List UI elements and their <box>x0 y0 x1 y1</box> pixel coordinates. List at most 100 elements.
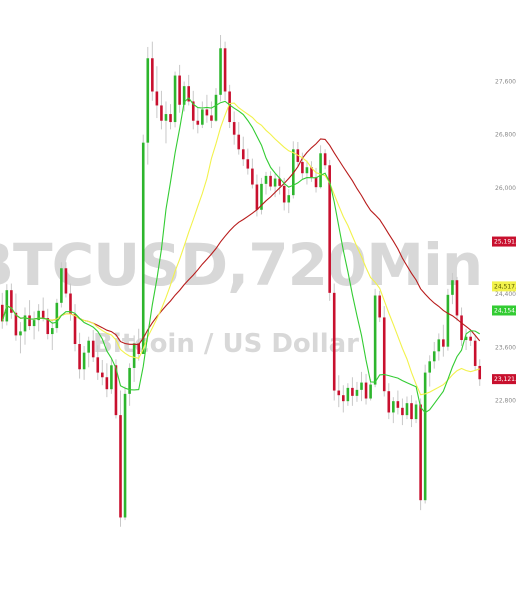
price-badge-label: 24,517.25 <box>494 283 516 290</box>
price-badge-box <box>492 236 516 247</box>
price-badge-label: 24,154.63 <box>494 307 516 314</box>
candle-up <box>55 302 59 329</box>
candle-up <box>405 403 409 416</box>
candle-up <box>360 382 363 390</box>
candle-up <box>110 365 113 390</box>
candle-down <box>155 91 159 106</box>
candle-up <box>23 315 27 332</box>
candle-down <box>232 122 236 135</box>
candle-up <box>219 48 222 95</box>
moving-averages <box>1 97 481 414</box>
candle-up <box>392 401 395 413</box>
price-badge-box <box>492 305 516 316</box>
candle-down <box>246 159 250 169</box>
candle-down <box>255 184 259 210</box>
candle-down <box>278 178 281 186</box>
candle-down <box>342 395 345 402</box>
candle-down <box>78 344 81 370</box>
candle-down <box>96 357 100 373</box>
candle-down <box>337 390 341 396</box>
candle-down <box>364 382 368 399</box>
candle-down <box>269 175 272 187</box>
candle-down <box>314 177 318 188</box>
candle-down <box>328 165 331 293</box>
candle-up <box>60 268 63 303</box>
candle-up <box>128 367 131 394</box>
candle-up <box>182 86 186 105</box>
candle-down <box>10 290 13 313</box>
candle-down <box>160 105 163 121</box>
candle-up <box>132 343 136 368</box>
candle-down <box>478 365 482 380</box>
price-badge-label: 25,191.97 <box>494 239 516 246</box>
candle-up <box>432 351 436 362</box>
candle-down <box>101 372 104 378</box>
candle-down <box>187 86 191 102</box>
candle-up <box>428 361 432 373</box>
candle-up <box>50 328 54 335</box>
candle-up <box>287 195 291 203</box>
candle-up <box>37 310 40 321</box>
candle-up <box>201 109 204 125</box>
price-badge-ma-slow: 25,191.97 <box>492 236 516 247</box>
price-badge-box <box>492 374 516 385</box>
candle-down <box>251 168 254 185</box>
candle-up <box>260 183 263 210</box>
candle-down <box>228 91 231 123</box>
candle-up <box>355 389 359 396</box>
candle-down <box>223 48 227 92</box>
candle-down <box>469 336 472 341</box>
candle-up <box>264 175 268 184</box>
candle-down <box>205 109 209 116</box>
candle-up <box>82 352 86 370</box>
candle-down <box>0 304 4 322</box>
candle-up <box>305 167 309 174</box>
ma-mid-line <box>1 102 480 396</box>
candle-down <box>69 293 72 315</box>
price-badge-ma-mid: 24,517.25 <box>492 281 516 292</box>
candle-down <box>64 268 68 294</box>
candle-up <box>451 280 454 295</box>
y-tick-label: 27,600.00 <box>495 79 516 86</box>
candle-down <box>387 391 391 413</box>
candle-up <box>141 142 145 354</box>
candle-down <box>91 340 95 358</box>
candle-down <box>442 339 445 347</box>
candle-down <box>382 317 386 392</box>
candle-down <box>473 340 477 366</box>
candle-up <box>214 94 218 121</box>
candle-bodies <box>0 48 482 518</box>
candle-down <box>14 312 18 336</box>
candle-down <box>410 403 413 420</box>
y-tick-label: 26,000.00 <box>495 185 516 192</box>
candle-down <box>332 292 336 391</box>
candle-down <box>241 149 245 160</box>
y-tick-label: 22,800.00 <box>495 398 516 405</box>
watermark-symbol: BTCUSD,720Min <box>0 231 482 299</box>
candle-down <box>119 415 122 518</box>
y-tick-label: 24,400.00 <box>495 291 516 298</box>
price-badges: 25,191.97 24,517.25 24,154.63 23,121.83 <box>492 236 516 385</box>
candle-up <box>87 340 90 353</box>
candle-down <box>396 401 400 408</box>
price-badge-last: 23,121.83 <box>492 374 516 385</box>
candle-up <box>423 372 427 501</box>
price-badge-box <box>492 281 516 292</box>
price-badge-ma-fast: 24,154.63 <box>492 305 516 316</box>
candle-down <box>419 404 422 501</box>
candle-down <box>178 75 181 105</box>
candle-up <box>146 58 150 143</box>
candle-down <box>73 314 77 345</box>
candle-down <box>169 114 172 123</box>
candle-down <box>105 377 109 390</box>
candle-down <box>351 387 354 396</box>
candle-up <box>164 114 168 121</box>
candle-down <box>137 343 140 354</box>
candle-down <box>28 315 31 327</box>
candle-down <box>460 315 463 341</box>
candle-up <box>446 294 450 347</box>
candle-down <box>114 365 118 416</box>
candle-up <box>414 404 418 420</box>
